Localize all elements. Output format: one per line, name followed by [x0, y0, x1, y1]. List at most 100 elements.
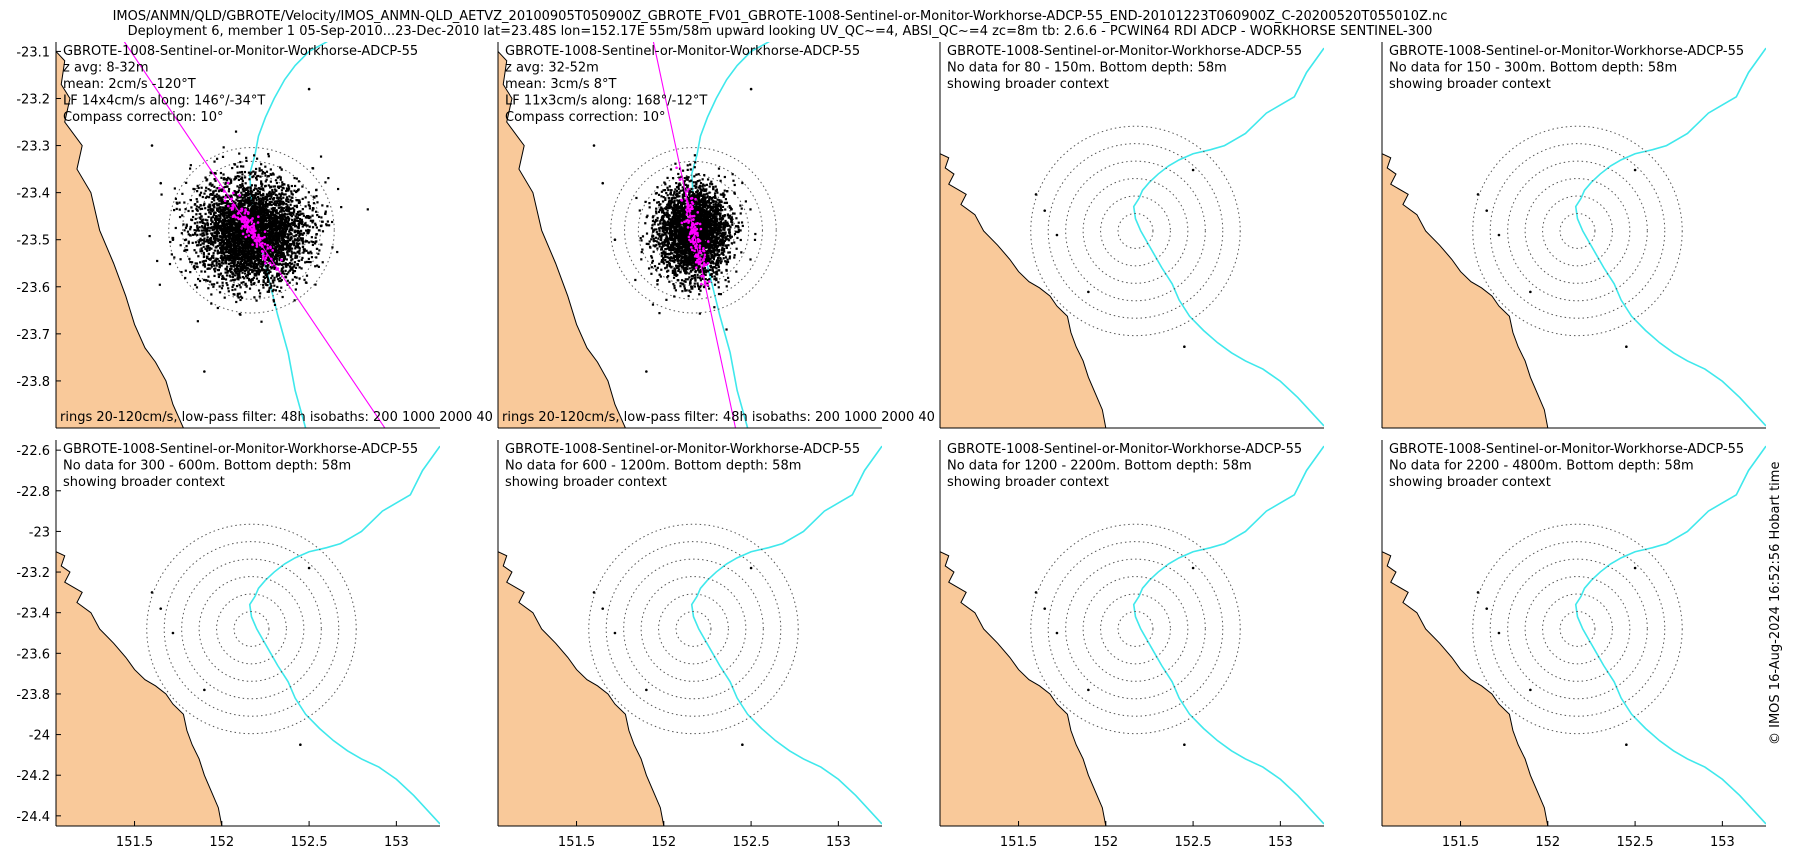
scatter-point — [298, 199, 301, 202]
lowpass-point — [222, 190, 226, 193]
scatter-point — [237, 178, 241, 182]
scatter-point — [213, 283, 216, 286]
panel-info-line: Compass correction: 10° — [63, 110, 223, 125]
scatter-point — [217, 239, 220, 243]
scatter-point — [234, 175, 237, 178]
scatter-point — [271, 242, 275, 245]
scatter-point — [248, 178, 251, 181]
island-3 — [203, 370, 206, 373]
scatter-point — [236, 294, 239, 297]
scatter-point — [250, 237, 253, 240]
lowpass-point — [241, 215, 244, 219]
scatter-point — [216, 230, 219, 233]
scatter-point — [266, 238, 269, 242]
scatter-point — [282, 187, 285, 190]
scatter-point — [215, 262, 218, 265]
scatter-point — [210, 172, 213, 175]
scatter-point — [246, 246, 250, 249]
panel-2: rings 20-120cm/s, low-pass filter: 48h i… — [497, 42, 935, 429]
scatter-point — [274, 189, 277, 192]
scatter-point — [206, 221, 209, 225]
scatter-point — [218, 266, 221, 269]
scatter-point — [300, 229, 303, 232]
scatter-point — [234, 203, 237, 206]
lowpass-point — [257, 233, 260, 237]
scatter-point — [262, 194, 265, 197]
scatter-point — [235, 249, 238, 252]
scatter-point — [279, 253, 282, 257]
scatter-point — [267, 240, 271, 243]
scatter-point — [223, 225, 227, 228]
scatter-point — [286, 228, 289, 231]
scatter-point — [216, 225, 220, 228]
scatter-point — [226, 283, 229, 287]
scatter-point — [278, 222, 281, 225]
scatter-point — [219, 171, 223, 175]
scatter-point — [249, 186, 252, 189]
lowpass-point — [261, 245, 264, 248]
scatter-point — [255, 208, 258, 211]
scatter-point — [214, 189, 217, 192]
scatter-point — [234, 254, 237, 257]
scatter-point — [292, 241, 295, 244]
scatter-point — [206, 195, 209, 198]
scatter-point — [236, 224, 239, 227]
scatter-point — [225, 244, 229, 247]
lowpass-point — [268, 261, 272, 265]
scatter-point — [269, 258, 272, 262]
scatter-point — [223, 213, 226, 216]
scatter-point — [232, 252, 235, 255]
scatter-point — [722, 249, 725, 252]
lowpass-point — [257, 235, 260, 239]
scatter-point — [230, 222, 233, 226]
scatter-point — [235, 270, 238, 273]
scatter-point — [259, 223, 263, 227]
scatter-point — [190, 218, 194, 222]
scatter-point — [273, 209, 276, 212]
scatter-point — [290, 255, 293, 258]
scatter-point — [241, 275, 245, 279]
scatter-point — [257, 228, 260, 232]
scatter-point — [207, 287, 210, 290]
scatter-point — [273, 267, 276, 270]
scatter-point — [210, 302, 213, 305]
scatter-point — [221, 214, 224, 217]
scatter-point — [708, 215, 711, 219]
scatter-point — [243, 229, 246, 233]
scatter-point — [215, 257, 218, 260]
scatter-point — [263, 209, 266, 212]
scatter-point — [306, 224, 309, 227]
scatter-point — [721, 205, 725, 208]
scatter-point — [192, 187, 195, 191]
scatter-point — [220, 254, 223, 258]
plot-area — [56, 42, 386, 428]
scatter-point — [256, 216, 259, 219]
scatter-point — [268, 252, 271, 255]
scatter-point — [228, 234, 231, 238]
scatter-point — [296, 216, 300, 219]
scatter-point — [282, 196, 285, 199]
scatter-point — [203, 263, 206, 266]
scatter-point — [234, 242, 237, 245]
scatter-point — [285, 258, 288, 261]
scatter-point — [279, 206, 282, 209]
scatter-point — [201, 238, 204, 242]
scatter-point — [295, 199, 298, 202]
scatter-point — [264, 228, 267, 232]
scatter-point — [311, 209, 314, 212]
scatter-point — [265, 204, 268, 207]
scatter-point — [267, 242, 270, 245]
lowpass-point — [275, 268, 278, 271]
scatter-point — [246, 187, 249, 190]
scatter-point — [207, 215, 210, 219]
scatter-point — [283, 183, 286, 186]
scatter-point — [687, 294, 690, 298]
scatter-point — [301, 220, 304, 224]
scatter-point — [270, 248, 273, 251]
scatter-point — [244, 213, 248, 216]
scatter-point — [242, 249, 245, 252]
scatter-point — [208, 183, 211, 186]
scatter-point — [245, 194, 248, 197]
scatter-point — [234, 231, 238, 234]
scatter-point — [289, 203, 292, 206]
